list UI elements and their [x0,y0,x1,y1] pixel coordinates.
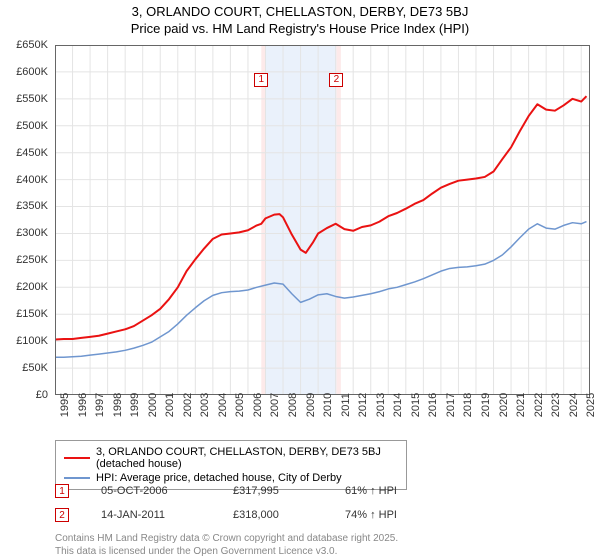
y-tick-label: £550K [16,93,48,105]
x-tick-label: 2015 [410,393,422,417]
x-tick-label: 2011 [340,393,352,417]
y-tick-label: £600K [16,66,48,78]
y-tick-label: £200K [16,281,48,293]
y-tick-label: £650K [16,39,48,51]
sale-marker-ref: 2 [55,508,69,522]
footer-line-1: Contains HM Land Registry data © Crown c… [55,532,398,545]
y-tick-label: £450K [16,147,48,159]
sale-vs-hpi: 61% ↑ HPI [345,485,397,497]
x-tick-label: 2024 [568,393,580,417]
legend-label: 3, ORLANDO COURT, CHELLASTON, DERBY, DE7… [96,446,398,470]
x-tick-label: 2017 [445,393,457,417]
sale-marker-1: 1 [254,73,268,87]
y-tick-label: £250K [16,254,48,266]
x-tick-label: 2007 [269,393,281,417]
x-tick-label: 1998 [112,393,124,417]
legend-item: HPI: Average price, detached house, City… [64,471,398,485]
x-tick-label: 2009 [305,393,317,417]
shaded-band [336,45,341,395]
chart-area: 12 £0£50K£100K£150K£200K£250K£300K£350K£… [0,40,600,435]
sale-marker-ref: 1 [55,484,69,498]
x-tick-label: 2014 [392,393,404,417]
sale-price: £318,000 [233,509,313,521]
legend-swatch [64,477,90,479]
x-tick-label: 2005 [234,393,246,417]
y-tick-label: £50K [22,362,48,374]
sale-vs-hpi: 74% ↑ HPI [345,509,397,521]
x-tick-label: 2000 [147,393,159,417]
x-tick-label: 1999 [129,393,141,417]
x-tick-label: 2006 [252,393,264,417]
x-tick-label: 2022 [533,393,545,417]
x-tick-label: 2004 [217,393,229,417]
sale-marker-2: 2 [329,73,343,87]
chart-svg [55,45,590,395]
y-tick-label: £500K [16,120,48,132]
y-tick-label: £350K [16,200,48,212]
x-tick-label: 1996 [77,393,89,417]
legend-swatch [64,457,90,459]
footer-attribution: Contains HM Land Registry data © Crown c… [55,532,398,558]
x-tick-label: 2010 [322,393,334,417]
sale-date: 14-JAN-2011 [101,509,201,521]
x-tick-label: 1997 [94,393,106,417]
y-tick-label: £0 [36,389,48,401]
y-tick-label: £100K [16,335,48,347]
chart-container: 3, ORLANDO COURT, CHELLASTON, DERBY, DE7… [0,0,600,560]
x-tick-label: 1995 [59,393,71,417]
title-line-2: Price paid vs. HM Land Registry's House … [0,21,600,40]
x-tick-label: 2008 [287,393,299,417]
y-tick-label: £150K [16,308,48,320]
sale-price: £317,995 [233,485,313,497]
x-tick-label: 2012 [357,393,369,417]
title-line-1: 3, ORLANDO COURT, CHELLASTON, DERBY, DE7… [0,0,600,21]
x-tick-label: 2003 [199,393,211,417]
y-tick-label: £400K [16,174,48,186]
x-tick-label: 2018 [462,393,474,417]
x-tick-label: 2020 [498,393,510,417]
legend-item: 3, ORLANDO COURT, CHELLASTON, DERBY, DE7… [64,445,398,471]
x-tick-label: 2013 [375,393,387,417]
legend-label: HPI: Average price, detached house, City… [96,472,342,484]
plot-region: 12 [55,45,590,395]
x-tick-label: 2021 [515,393,527,417]
legend: 3, ORLANDO COURT, CHELLASTON, DERBY, DE7… [55,440,407,490]
y-tick-label: £300K [16,227,48,239]
sale-record: 2 14-JAN-2011 £318,000 74% ↑ HPI [55,508,397,522]
x-tick-label: 2023 [550,393,562,417]
footer-line-2: This data is licensed under the Open Gov… [55,545,398,558]
x-tick-label: 2025 [585,393,597,417]
x-tick-label: 2016 [427,393,439,417]
sale-date: 05-OCT-2006 [101,485,201,497]
x-tick-label: 2019 [480,393,492,417]
x-tick-label: 2002 [182,393,194,417]
x-tick-label: 2001 [164,393,176,417]
sale-record: 1 05-OCT-2006 £317,995 61% ↑ HPI [55,484,397,498]
